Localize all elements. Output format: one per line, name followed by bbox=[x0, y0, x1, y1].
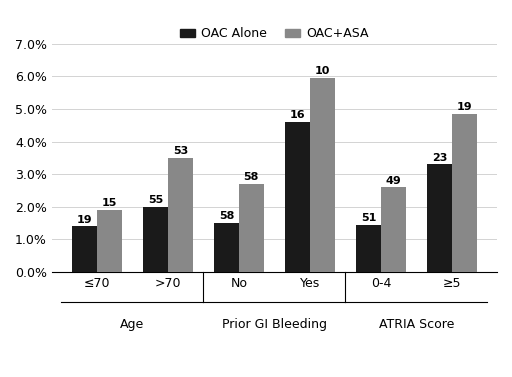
Bar bbox=[168, 158, 193, 272]
Bar bbox=[143, 207, 168, 272]
Text: 51: 51 bbox=[361, 213, 376, 223]
Text: 15: 15 bbox=[102, 198, 117, 208]
Text: 58: 58 bbox=[244, 172, 259, 182]
Bar bbox=[310, 78, 335, 272]
Bar bbox=[97, 210, 122, 272]
Text: 19: 19 bbox=[457, 102, 472, 112]
Text: Prior GI Bleeding: Prior GI Bleeding bbox=[222, 318, 327, 331]
Text: Age: Age bbox=[120, 318, 144, 331]
Text: 19: 19 bbox=[77, 215, 92, 225]
Bar bbox=[356, 225, 381, 272]
Text: 23: 23 bbox=[432, 153, 447, 163]
Bar bbox=[72, 227, 97, 272]
Text: 58: 58 bbox=[219, 211, 234, 222]
Legend: OAC Alone, OAC+ASA: OAC Alone, OAC+ASA bbox=[175, 22, 374, 45]
Bar bbox=[427, 164, 452, 272]
Text: 53: 53 bbox=[173, 146, 188, 156]
Bar bbox=[239, 184, 264, 272]
Text: ATRIA Score: ATRIA Score bbox=[379, 318, 454, 331]
Bar bbox=[214, 223, 239, 272]
Text: 10: 10 bbox=[315, 66, 330, 76]
Bar bbox=[285, 122, 310, 272]
Bar bbox=[381, 187, 406, 272]
Text: 16: 16 bbox=[290, 110, 305, 120]
Text: 49: 49 bbox=[386, 176, 401, 185]
Bar bbox=[452, 114, 477, 272]
Text: 55: 55 bbox=[148, 195, 163, 205]
